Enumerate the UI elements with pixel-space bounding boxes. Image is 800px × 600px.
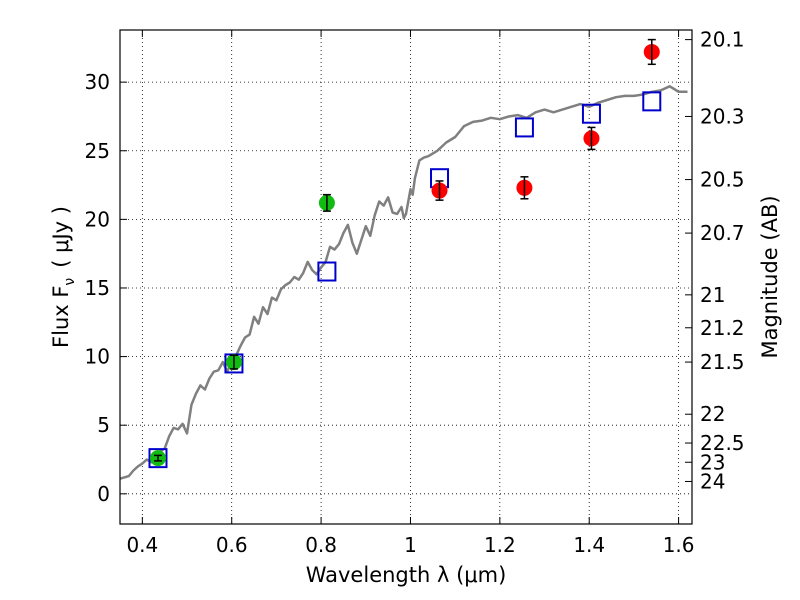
right-tick-label: 22.5 xyxy=(700,431,745,455)
y-tick-label: 15 xyxy=(85,276,110,300)
model-square-marker xyxy=(514,117,534,138)
y-axis-label-subscript: ν xyxy=(62,278,78,286)
marker-layer xyxy=(148,38,662,469)
right-tick-label: 20.3 xyxy=(700,104,745,128)
y-tick-label: 20 xyxy=(85,207,110,231)
model-square-marker xyxy=(317,261,337,282)
right-tick-label: 20.5 xyxy=(700,168,745,192)
x-tick-label: 1.2 xyxy=(484,533,516,557)
model-square-marker xyxy=(642,91,662,112)
x-tick-label: 1.6 xyxy=(663,533,695,557)
label-layer: Wavelength λ (μm) Flux Fν ( μJy ) Magnitu… xyxy=(49,195,782,587)
y-tick-label: 5 xyxy=(97,413,110,437)
model-square-marker xyxy=(148,448,168,469)
tick-layer: 0.4 0.6 0.8 1 1.2 1.4 1.6 0 5 10 15 20 25 30 20.1 20.3 2… xyxy=(85,28,745,557)
right-axis-label: Magnitude (AB) xyxy=(758,195,782,358)
right-tick-label: 20.7 xyxy=(700,221,745,245)
x-tick-label: 0.6 xyxy=(216,533,248,557)
x-tick-label: 0.4 xyxy=(126,533,158,557)
right-tick-label: 21 xyxy=(700,283,725,307)
y-axis-label-main: Flux F xyxy=(49,286,73,348)
right-tick-label: 23 xyxy=(700,450,725,474)
y-tick-label: 10 xyxy=(85,345,110,369)
model-square-marker xyxy=(581,103,601,124)
grid-lines xyxy=(120,30,692,524)
y-tick-label: 30 xyxy=(85,70,110,94)
y-axis-label-unit: ( μJy ) xyxy=(49,206,73,268)
y-axis-label: Flux Fν ( μJy ) xyxy=(49,206,78,348)
right-tick-label: 21.5 xyxy=(700,350,745,374)
right-tick-label: 21.2 xyxy=(700,316,745,340)
y-tick-label: 0 xyxy=(97,482,110,506)
spectrum-layer xyxy=(119,85,688,480)
x-tick-label: 1 xyxy=(404,533,417,557)
x-tick-label: 1.4 xyxy=(573,533,605,557)
x-tick-label: 0.8 xyxy=(305,533,337,557)
plot-frame xyxy=(119,29,693,525)
x-axis-label: Wavelength λ (μm) xyxy=(306,563,507,587)
spectrum-line xyxy=(119,85,688,480)
right-tick-label: 24 xyxy=(700,469,725,493)
y-tick-label: 25 xyxy=(85,139,110,163)
right-tick-label: 20.1 xyxy=(700,28,745,52)
right-tick-label: 22 xyxy=(700,402,725,426)
